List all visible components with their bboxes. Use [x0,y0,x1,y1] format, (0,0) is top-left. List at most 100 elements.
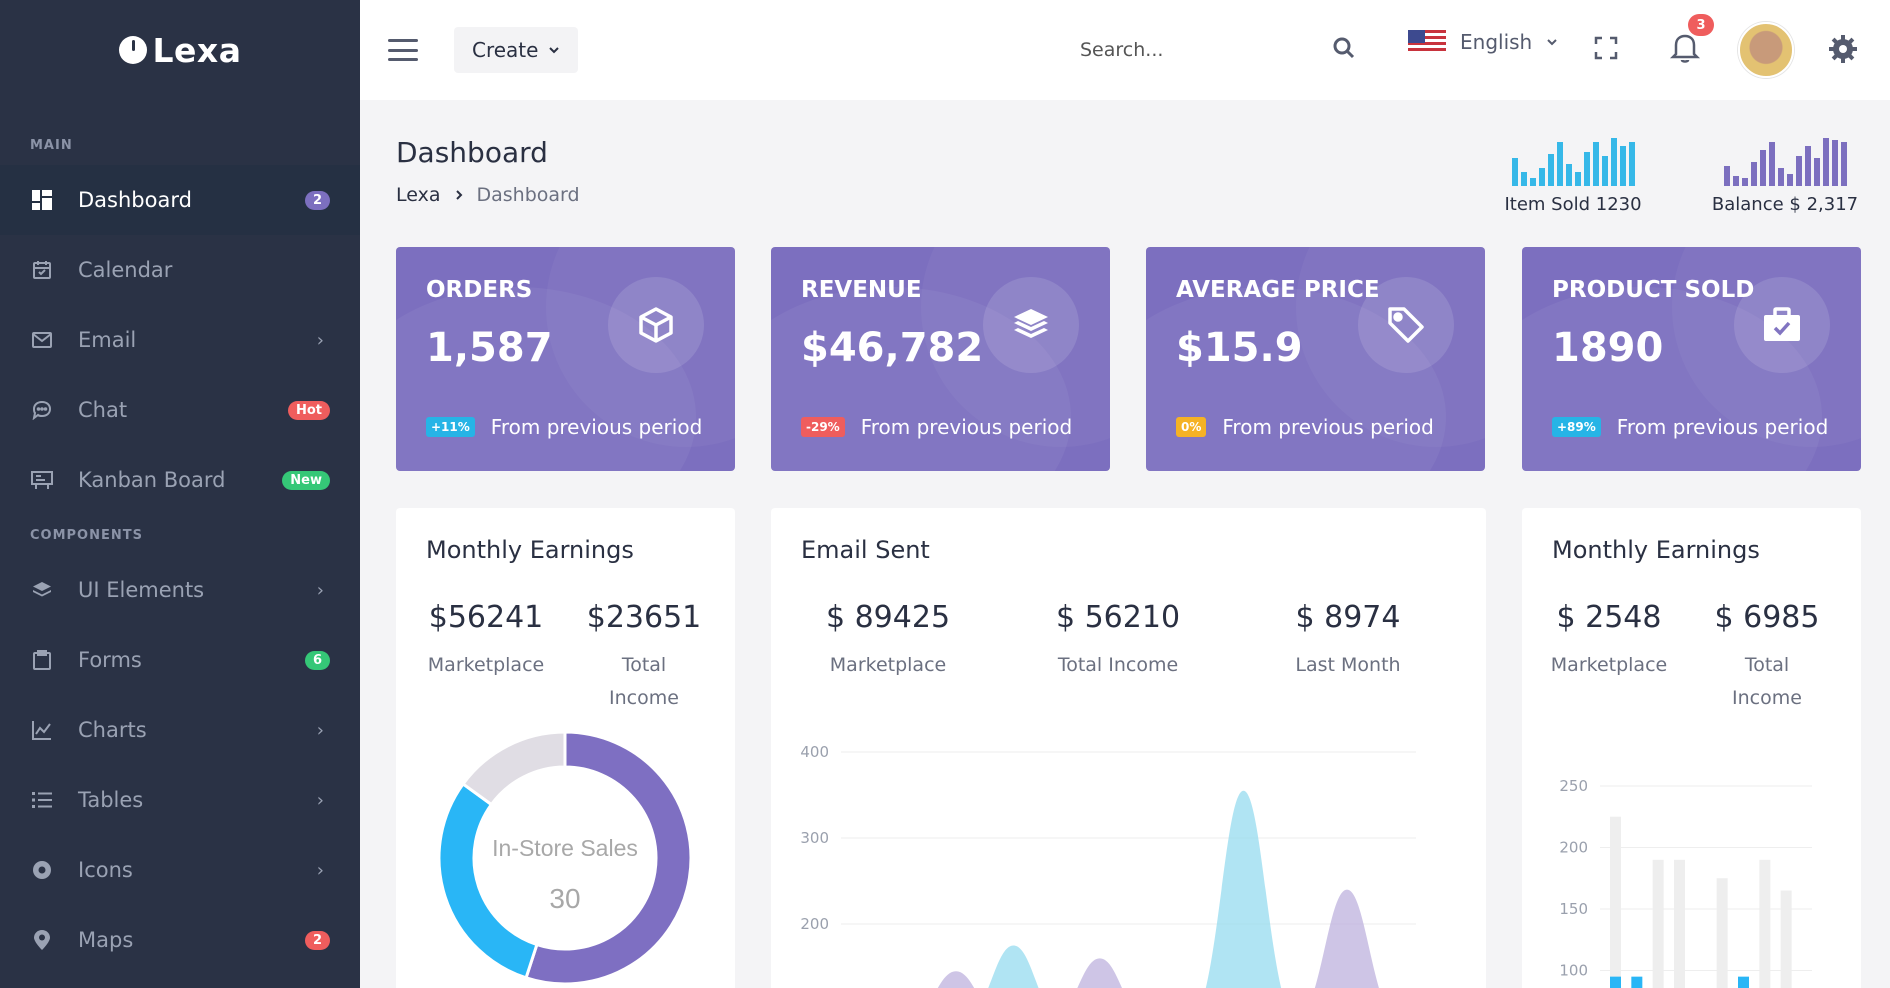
mini-stat-balance: Balance $ 2,317 [1700,130,1870,215]
kpi-label: Last Month [1295,654,1401,676]
chevron-right-icon: › [316,719,324,741]
fullscreen-icon[interactable] [1594,36,1618,60]
mini-stat-item-sold: Item Sold 1230 [1488,130,1658,215]
sidebar-item-charts[interactable]: Charts › [0,695,360,765]
stat-icon-circle [608,277,704,373]
kpi-label: Total Income [1057,654,1179,676]
sidebar-item-email[interactable]: Email › [0,305,360,375]
sidebar-item-calendar[interactable]: Calendar [0,235,360,305]
bar [1610,816,1621,988]
sidebar-item-dashboard[interactable]: Dashboard 2 [0,165,360,235]
card-title: Monthly Earnings [426,536,634,564]
kpi-value: $23651 [586,600,702,635]
logo-icon [118,36,147,64]
sidebar-badge: New [282,470,330,490]
kpi-marketplace: $ 89425 Marketplace [813,600,963,682]
menu-section-main: MAIN [30,137,73,153]
language-dropdown[interactable]: English [1408,30,1558,54]
stat-footer-text: From previous period [1222,415,1434,439]
donut-center-label: In-Store Sales [492,835,638,861]
cube-icon [639,307,673,343]
layers-icon [1014,309,1048,338]
stat-value: $15.9 [1176,325,1303,371]
sidebar-badge: 2 [304,190,330,210]
bar [1652,859,1664,988]
y-tick-label: 400 [800,743,829,761]
line-chart-icon [30,718,54,742]
stat-label: ORDERS [426,277,533,303]
kpi-value: $ 89425 [825,600,951,635]
chevron-right-icon [455,190,462,200]
card-title: Email Sent [801,536,930,564]
mini-stat-label: Item Sold 1230 [1504,194,1642,215]
bell-icon[interactable] [1668,30,1702,64]
breadcrumb-item[interactable]: Lexa [396,184,441,206]
kpi-value: $56241 [428,600,544,635]
stat-label: PRODUCT SOLD [1552,277,1755,303]
stat-value: 1890 [1552,325,1664,371]
card-email-sent: Email Sent $ 89425 Marketplace $ 56210 T… [771,508,1486,988]
search-icon[interactable] [1332,36,1356,60]
stat-icon-circle [1358,277,1454,373]
stat-footer: -29% From previous period [801,415,1072,439]
sidebar-item-label: Tables [78,788,144,812]
create-label: Create [472,38,539,62]
stat-value: 1,587 [426,325,553,371]
chevron-right-icon: › [316,329,324,351]
sidebar-badge: 6 [304,650,330,670]
sidebar-item-ui-elements[interactable]: UI Elements › [0,555,360,625]
donut-slice [437,781,539,980]
sidebar-item-label: Dashboard [78,188,192,212]
app-name: Lexa [152,30,242,70]
tag-icon [1388,307,1424,343]
stat-footer-text: From previous period [490,415,703,439]
sidebar-item-tables[interactable]: Tables › [0,765,360,835]
area-series-peak [1077,958,1123,988]
app-logo[interactable]: Lexa [0,0,360,100]
calendar-icon [30,258,54,282]
bar [1716,878,1728,988]
language-label: English [1460,30,1533,54]
change-badge: +89% [1552,417,1601,437]
sidebar-item-label: Calendar [78,258,173,282]
search-box [1080,28,1380,72]
search-input[interactable] [1080,39,1320,61]
sidebar-item-maps[interactable]: Maps 2 [0,905,360,975]
kpi-value: $ 6985 [1714,600,1820,635]
clipboard-icon [30,648,54,672]
chevron-down-icon [549,47,560,54]
sidebar-item-kanban-board[interactable]: Kanban Board New [0,445,360,515]
stat-card-product-sold: PRODUCT SOLD 1890 +89% From previous per… [1522,247,1861,471]
avatar[interactable] [1738,22,1794,78]
sidebar-item-icons[interactable]: Icons › [0,835,360,905]
sidebar-item-label: Icons [78,858,133,882]
change-badge: +11% [426,417,475,437]
stat-card-revenue: REVENUE $46,782 -29% From previous perio… [771,247,1110,471]
sidebar-item-label: UI Elements [78,578,205,602]
stat-icon-circle [1734,277,1830,373]
sidebar-item-forms[interactable]: Forms 6 [0,625,360,695]
sidebar-item-label: Forms [78,648,142,672]
sidebar: Lexa MAIN Dashboard 2 Calendar Email › C… [0,0,360,988]
kpi-label: Marketplace [1550,654,1668,676]
sidebar-item-label: Email [78,328,137,352]
gear-icon[interactable] [1828,34,1858,64]
create-dropdown-button[interactable]: Create [454,27,579,73]
stat-card-orders: ORDERS 1,587 +11% From previous period [396,247,735,471]
breadcrumb: Lexa Dashboard [396,184,580,206]
kpi-marketplace: $56241 Marketplace [426,600,546,682]
kpi-value: $ 8974 [1295,600,1401,635]
stat-label: AVERAGE PRICE [1176,277,1380,303]
card-monthly-earnings-right: Monthly Earnings $ 2548 Marketplace $ 69… [1522,508,1861,988]
hamburger-menu-icon[interactable] [388,39,418,61]
sidebar-item-label: Kanban Board [78,468,226,492]
area-series-peak [1205,790,1282,988]
chevron-right-icon: › [316,579,324,601]
y-tick-label: 200 [1559,839,1588,857]
us-flag-icon [1408,30,1446,54]
y-tick-label: 250 [1559,777,1588,795]
bar [1674,859,1685,988]
stat-footer: +89% From previous period [1552,415,1828,439]
kpi-label: Marketplace [427,654,545,676]
sidebar-item-chat[interactable]: Chat Hot [0,375,360,445]
